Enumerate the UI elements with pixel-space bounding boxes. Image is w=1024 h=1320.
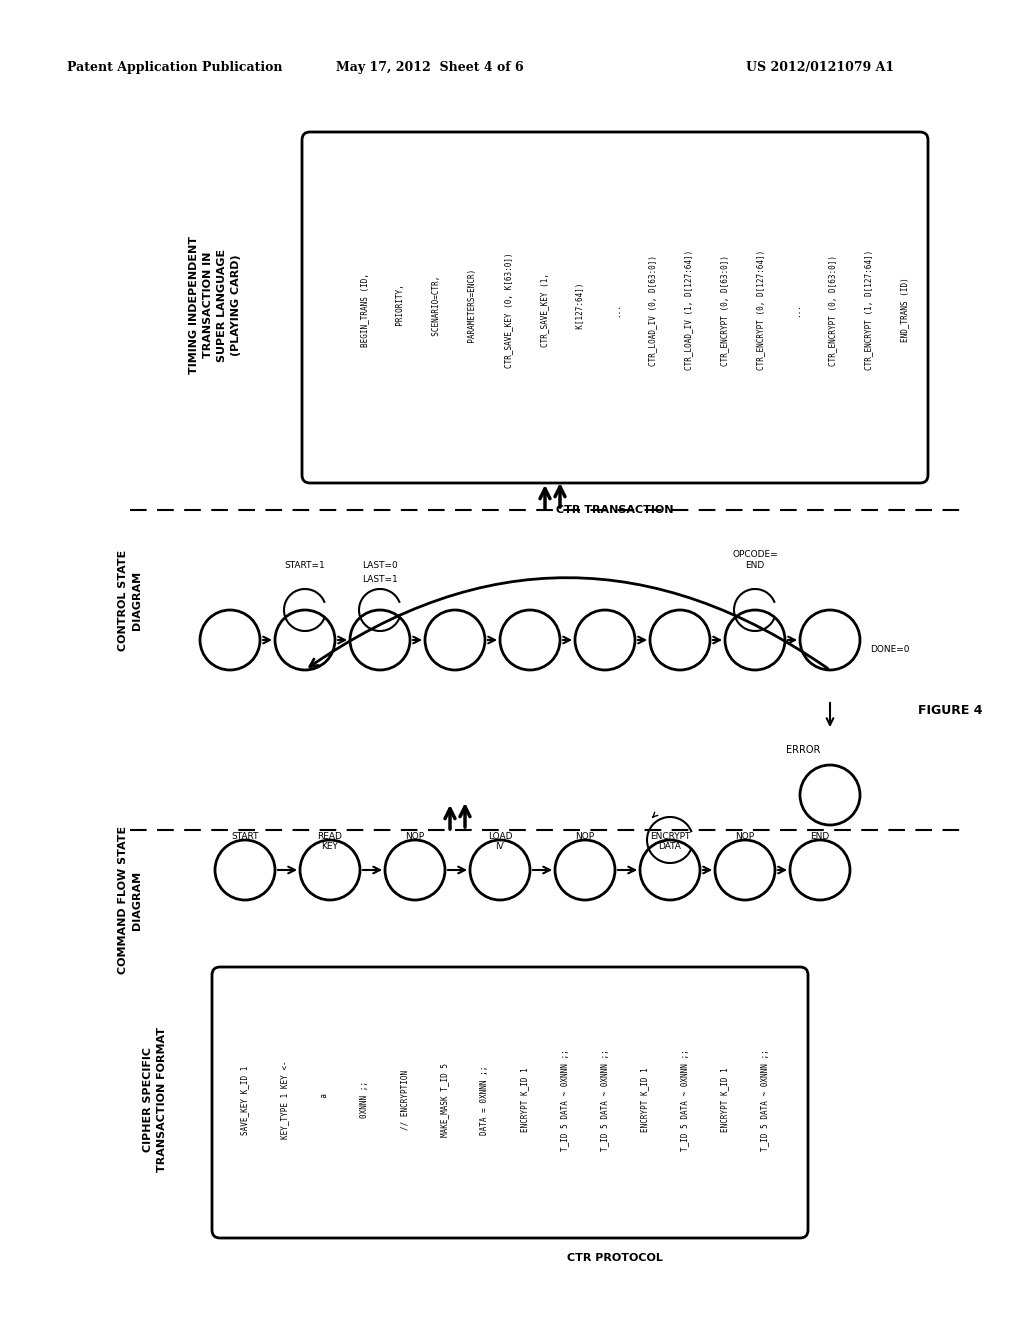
Text: SCENARIO=CTR,: SCENARIO=CTR, bbox=[432, 276, 441, 345]
Text: ...: ... bbox=[612, 304, 621, 317]
Text: SAVE_KEY K_ID 1: SAVE_KEY K_ID 1 bbox=[240, 1065, 249, 1135]
Text: BEGIN_TRANS (ID,: BEGIN_TRANS (ID, bbox=[360, 273, 369, 347]
Text: US 2012/0121079 A1: US 2012/0121079 A1 bbox=[745, 62, 894, 74]
Text: a: a bbox=[319, 1093, 329, 1107]
Text: CIPHER SPECIFIC
TRANSACTION FORMAT: CIPHER SPECIFIC TRANSACTION FORMAT bbox=[143, 1027, 167, 1172]
Text: // ENCRYPTION: // ENCRYPTION bbox=[400, 1071, 409, 1130]
Text: DONE=0: DONE=0 bbox=[870, 645, 909, 655]
FancyBboxPatch shape bbox=[302, 132, 928, 483]
Text: PARAMETERS=ENCR): PARAMETERS=ENCR) bbox=[468, 268, 477, 351]
Text: K[127:64]): K[127:64]) bbox=[575, 282, 585, 338]
Text: ENCRYPT
DATA: ENCRYPT DATA bbox=[650, 832, 690, 851]
FancyArrowPatch shape bbox=[310, 578, 827, 668]
Text: Patent Application Publication: Patent Application Publication bbox=[68, 62, 283, 74]
Text: NOP: NOP bbox=[575, 832, 595, 841]
Text: T_ID 5 DATA ~ 0XNNN ;;: T_ID 5 DATA ~ 0XNNN ;; bbox=[680, 1049, 689, 1151]
Text: CTR_ENCRYPT (1, D[127:64]): CTR_ENCRYPT (1, D[127:64]) bbox=[864, 249, 873, 370]
Text: T_ID 5 DATA ~ 0XNNN ;;: T_ID 5 DATA ~ 0XNNN ;; bbox=[560, 1049, 569, 1151]
Text: LAST=0: LAST=0 bbox=[362, 561, 398, 569]
Text: T_ID 5 DATA ~ 0XNNN ;;: T_ID 5 DATA ~ 0XNNN ;; bbox=[600, 1049, 609, 1151]
Text: READ
KEY: READ KEY bbox=[317, 832, 342, 851]
Text: ENCRYPT K_ID 1: ENCRYPT K_ID 1 bbox=[520, 1068, 529, 1133]
Text: COMMAND FLOW STATE
DIAGRAM: COMMAND FLOW STATE DIAGRAM bbox=[118, 826, 142, 974]
Text: ENCRYPT K_ID 1: ENCRYPT K_ID 1 bbox=[640, 1068, 649, 1133]
Text: KEY_TYPE 1 KEY <-: KEY_TYPE 1 KEY <- bbox=[280, 1061, 289, 1139]
Text: May 17, 2012  Sheet 4 of 6: May 17, 2012 Sheet 4 of 6 bbox=[336, 62, 524, 74]
Text: LOAD
IV: LOAD IV bbox=[487, 832, 512, 851]
Text: 0XNNN ;;: 0XNNN ;; bbox=[360, 1081, 369, 1118]
Text: CTR_LOAD_IV (1, D[127:64]): CTR_LOAD_IV (1, D[127:64]) bbox=[684, 249, 693, 370]
Text: CTR TRANSACTION: CTR TRANSACTION bbox=[556, 506, 674, 515]
Text: NOP: NOP bbox=[406, 832, 425, 841]
Text: CTR PROTOCOL: CTR PROTOCOL bbox=[567, 1253, 663, 1263]
Text: T_ID 5 DATA ~ 0XNNN ;;: T_ID 5 DATA ~ 0XNNN ;; bbox=[760, 1049, 769, 1151]
Text: END: END bbox=[810, 832, 829, 841]
Text: CTR_ENCRYPT (0, D[63:0]): CTR_ENCRYPT (0, D[63:0]) bbox=[720, 255, 729, 366]
Text: CTR_SAVE_KEY (1,: CTR_SAVE_KEY (1, bbox=[540, 273, 549, 347]
Text: LAST=1: LAST=1 bbox=[362, 576, 398, 585]
Text: ENCRYPT K_ID 1: ENCRYPT K_ID 1 bbox=[720, 1068, 729, 1133]
Text: CTR_LOAD_IV (0, D[63:0]): CTR_LOAD_IV (0, D[63:0]) bbox=[648, 255, 657, 366]
Text: CTR_ENCRYPT (0, D[63:0]): CTR_ENCRYPT (0, D[63:0]) bbox=[828, 255, 837, 366]
Text: CTR_ENCRYPT (0, D[127:64]): CTR_ENCRYPT (0, D[127:64]) bbox=[756, 249, 765, 370]
Text: NOP: NOP bbox=[735, 832, 755, 841]
Text: PRIORITY,: PRIORITY, bbox=[396, 285, 406, 335]
Text: START=1: START=1 bbox=[285, 561, 326, 569]
FancyBboxPatch shape bbox=[212, 968, 808, 1238]
Text: END_TRANS (ID): END_TRANS (ID) bbox=[900, 277, 909, 342]
Text: ERROR: ERROR bbox=[785, 744, 820, 755]
Text: TIMING INDEPENDENT
TRANSACTION IN
SUPER LANGUAGE
(PLAYING CARD): TIMING INDEPENDENT TRANSACTION IN SUPER … bbox=[189, 236, 241, 374]
Text: START: START bbox=[231, 832, 259, 841]
Text: DATA = 0XNNN ;;: DATA = 0XNNN ;; bbox=[480, 1065, 489, 1135]
Text: MAKE_MASK T_ID 5: MAKE_MASK T_ID 5 bbox=[440, 1063, 449, 1137]
Text: ...: ... bbox=[792, 304, 801, 317]
Text: CTR_SAVE_KEY (0, K[63:0]): CTR_SAVE_KEY (0, K[63:0]) bbox=[504, 252, 513, 368]
Text: FIGURE 4: FIGURE 4 bbox=[918, 704, 982, 717]
Text: OPCODE=
END: OPCODE= END bbox=[732, 550, 778, 570]
Text: CONTROL STATE
DIAGRAM: CONTROL STATE DIAGRAM bbox=[118, 549, 142, 651]
